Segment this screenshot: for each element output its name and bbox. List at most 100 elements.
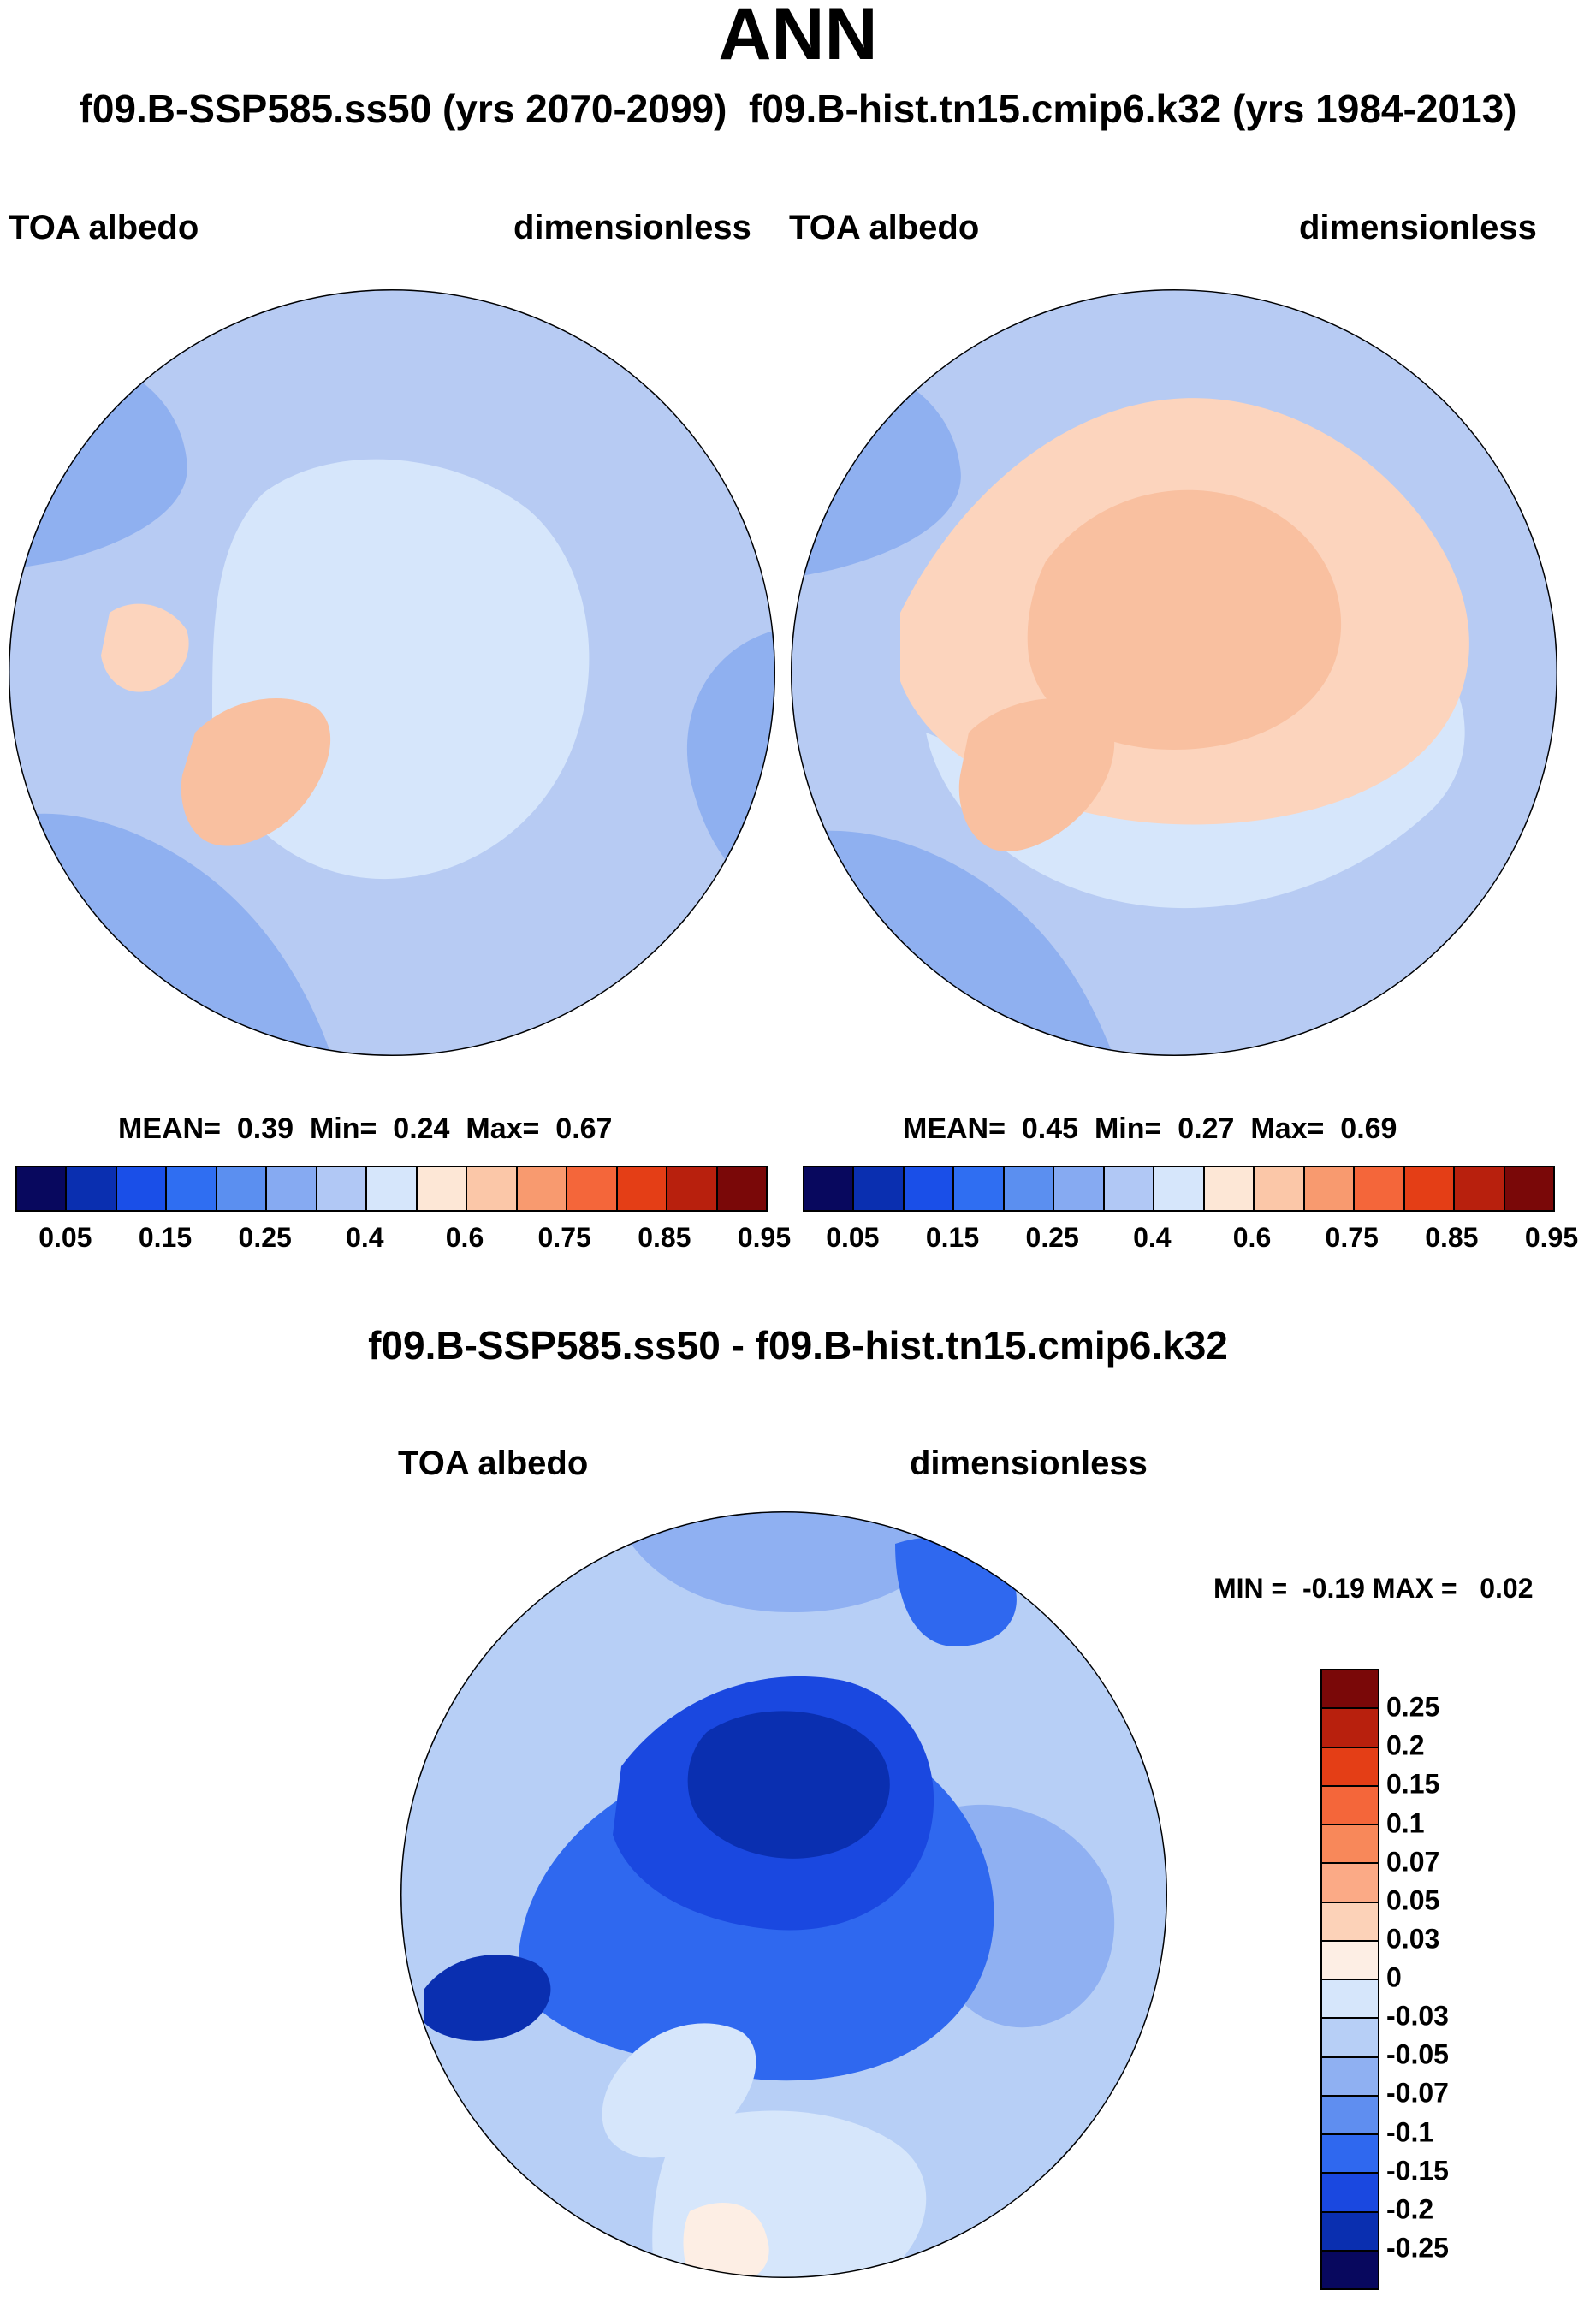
panel1-colorbar-tick-label: 0.95 [737, 1222, 792, 1253]
panel2-greenland-region [958, 698, 1115, 851]
panel1-colorbar-tick-label: 0.6 [445, 1222, 484, 1253]
panel1-colorbar-tick-label: 0.05 [39, 1222, 92, 1253]
panel1-colorbar [15, 1166, 768, 1212]
panel1-map [9, 289, 775, 1056]
panel1-colorbar-swatch [317, 1167, 368, 1210]
diff-colorbar-tick-label: -0.2 [1386, 2193, 1434, 2225]
panel1-colorbar-swatch [116, 1167, 168, 1210]
diff-colorbar-swatch [1322, 2019, 1378, 2058]
panel2-colorbar [803, 1166, 1555, 1212]
panel2-colorbar-swatch [1004, 1167, 1055, 1210]
panel1-colorbar-swatch [517, 1167, 568, 1210]
page-title: ANN [718, 0, 878, 75]
panel2-min-label: Min= [1094, 1112, 1162, 1145]
panel1-max-value: 0.67 [555, 1112, 613, 1145]
diff-colorbar-swatch [1322, 1747, 1378, 1787]
panel2-mean-label: MEAN= [903, 1112, 1006, 1145]
panel2-colorbar-swatch [904, 1167, 955, 1210]
panel1-mean-value: 0.39 [236, 1112, 294, 1145]
panel2-colorbar-swatch [854, 1167, 905, 1210]
panel2-variable-label: TOA albedo [789, 209, 980, 246]
panel2-colorbar-swatch [804, 1167, 855, 1210]
panel1-colorbar-swatch [417, 1167, 468, 1210]
diff-colorbar-swatch [1322, 2212, 1378, 2252]
panel1-colorbar-swatch [567, 1167, 618, 1210]
page-subtitle: f09.B-SSP585.ss50 (yrs 2070-2099) f09.B-… [0, 86, 1596, 132]
panel2-colorbar-swatch [1154, 1167, 1205, 1210]
panel2-colorbar-ticks: 0.05 0.15 0.25 0.4 0.6 0.75 0.85 0.95 [803, 1222, 1578, 1256]
panel2-colorbar-swatch [1455, 1167, 1505, 1210]
diff-colorbar-swatch [1322, 1825, 1378, 1865]
panel1-colorbar-swatch [467, 1167, 518, 1210]
panel2-colorbar-tick-label: 0.95 [1524, 1222, 1579, 1253]
panel2-colorbar-swatch [1204, 1167, 1255, 1210]
panel1-min-label: Min= [309, 1112, 377, 1145]
diff-colorbar-tick-label: 0 [1386, 1961, 1402, 1993]
diff-colorbar-tick-label: 0.07 [1386, 1846, 1440, 1878]
diff-colorbar-swatch [1322, 2174, 1378, 2213]
panel1-colorbar-tick-label: 0.75 [537, 1222, 591, 1253]
panel1-colorbar-swatch [217, 1167, 268, 1210]
diff-colorbar-swatch [1322, 1941, 1378, 1980]
diff-colorbar-swatch [1322, 1709, 1378, 1748]
diff-colorbar-tick-label: -0.1 [1386, 2116, 1434, 2147]
difference-title: f09.B-SSP585.ss50 - f09.B-hist.tn15.cmip… [368, 1323, 1228, 1368]
diff-colorbar [1320, 1669, 1379, 2290]
diff-colorbar-ticks: 0.25 0.2 0.15 0.1 0.07 0.05 0.03 0 -0.03 -0.05 -0.… [1386, 1669, 1489, 2287]
panel1-colorbar-tick-label: 0.4 [346, 1222, 384, 1253]
panel2-stats: MEAN= 0.45 Min= 0.27 Max= 0.69 [903, 1112, 1397, 1146]
panel1-colorbar-ticks: 0.05 0.15 0.25 0.4 0.6 0.75 0.85 0.95 [15, 1222, 791, 1256]
diff-colorbar-tick-label: -0.25 [1386, 2232, 1449, 2263]
panel2-colorbar-tick-label: 0.85 [1425, 1222, 1479, 1253]
panel2-colorbar-swatch [954, 1167, 1005, 1210]
diff-colorbar-swatch [1322, 1786, 1378, 1825]
panel1-colorbar-tick-label: 0.25 [238, 1222, 292, 1253]
diff-hudson-deep-region [424, 1955, 551, 2041]
diff-colorbar-tick-label: 0.1 [1386, 1807, 1425, 1838]
diff-arctic-deep-region [687, 1711, 890, 1859]
diff-colorbar-tick-label: 0.25 [1386, 1691, 1440, 1723]
panel2-mean-value: 0.45 [1021, 1112, 1079, 1145]
difference-map [400, 1511, 1167, 2278]
diff-colorbar-tick-label: -0.05 [1386, 2038, 1449, 2070]
diff-colorbar-swatch [1322, 1864, 1378, 1903]
panel1-colorbar-tick-label: 0.85 [638, 1222, 691, 1253]
diff-colorbar-tick-label: 0.03 [1386, 1923, 1440, 1955]
diff-colorbar-tick-label: 0.2 [1386, 1729, 1425, 1761]
panel1-colorbar-swatch [67, 1167, 117, 1210]
subtitle-control-case: f09.B-hist.tn15.cmip6.k32 (yrs 1984-2013… [749, 86, 1517, 131]
panel2-colorbar-tick-label: 0.6 [1232, 1222, 1272, 1253]
panel2-map [791, 289, 1557, 1056]
diff-colorbar-swatch [1322, 2251, 1378, 2288]
panel2-colorbar-tick-label: 0.05 [826, 1222, 880, 1253]
panel1-colorbar-swatch [717, 1167, 767, 1210]
diff-colorbar-swatch [1322, 1670, 1378, 1710]
panel1-colorbar-swatch [267, 1167, 317, 1210]
panel2-min-value: 0.27 [1178, 1112, 1235, 1145]
diff-minmax: MIN = -0.19 MAX = 0.02 [1213, 1573, 1534, 1604]
panel2-colorbar-swatch [1054, 1167, 1105, 1210]
panel1-colorbar-swatch [17, 1167, 68, 1210]
diff-colorbar-tick-label: 0.15 [1386, 1768, 1440, 1800]
subtitle-test-case: f09.B-SSP585.ss50 (yrs 2070-2099) [79, 86, 727, 131]
panel2-max-value: 0.69 [1340, 1112, 1397, 1145]
panel1-archipelago-region [101, 603, 189, 692]
panel1-variable-label: TOA albedo [9, 209, 199, 246]
panel2-colorbar-swatch [1355, 1167, 1405, 1210]
panel2-colorbar-swatch [1104, 1167, 1155, 1210]
panel1-mean-label: MEAN= [118, 1112, 221, 1145]
diff-colorbar-tick-label: 0.05 [1386, 1884, 1440, 1916]
panel1-greenland-region [181, 698, 331, 846]
diff-colorbar-swatch [1322, 1902, 1378, 1942]
panel1-units-label: dimensionless [513, 209, 751, 246]
diff-units-label: dimensionless [910, 1445, 1148, 1482]
panel2-colorbar-tick-label: 0.15 [925, 1222, 980, 1253]
panel2-higher-region [1027, 489, 1342, 750]
panel2-colorbar-tick-label: 0.75 [1325, 1222, 1379, 1253]
diff-north-mid-region [613, 1511, 955, 1612]
panel2-max-label: Max= [1250, 1112, 1325, 1145]
panel1-colorbar-swatch [367, 1167, 418, 1210]
diff-colorbar-swatch [1322, 2057, 1378, 2097]
panel2-colorbar-swatch [1404, 1167, 1456, 1210]
panel1-min-value: 0.24 [393, 1112, 450, 1145]
